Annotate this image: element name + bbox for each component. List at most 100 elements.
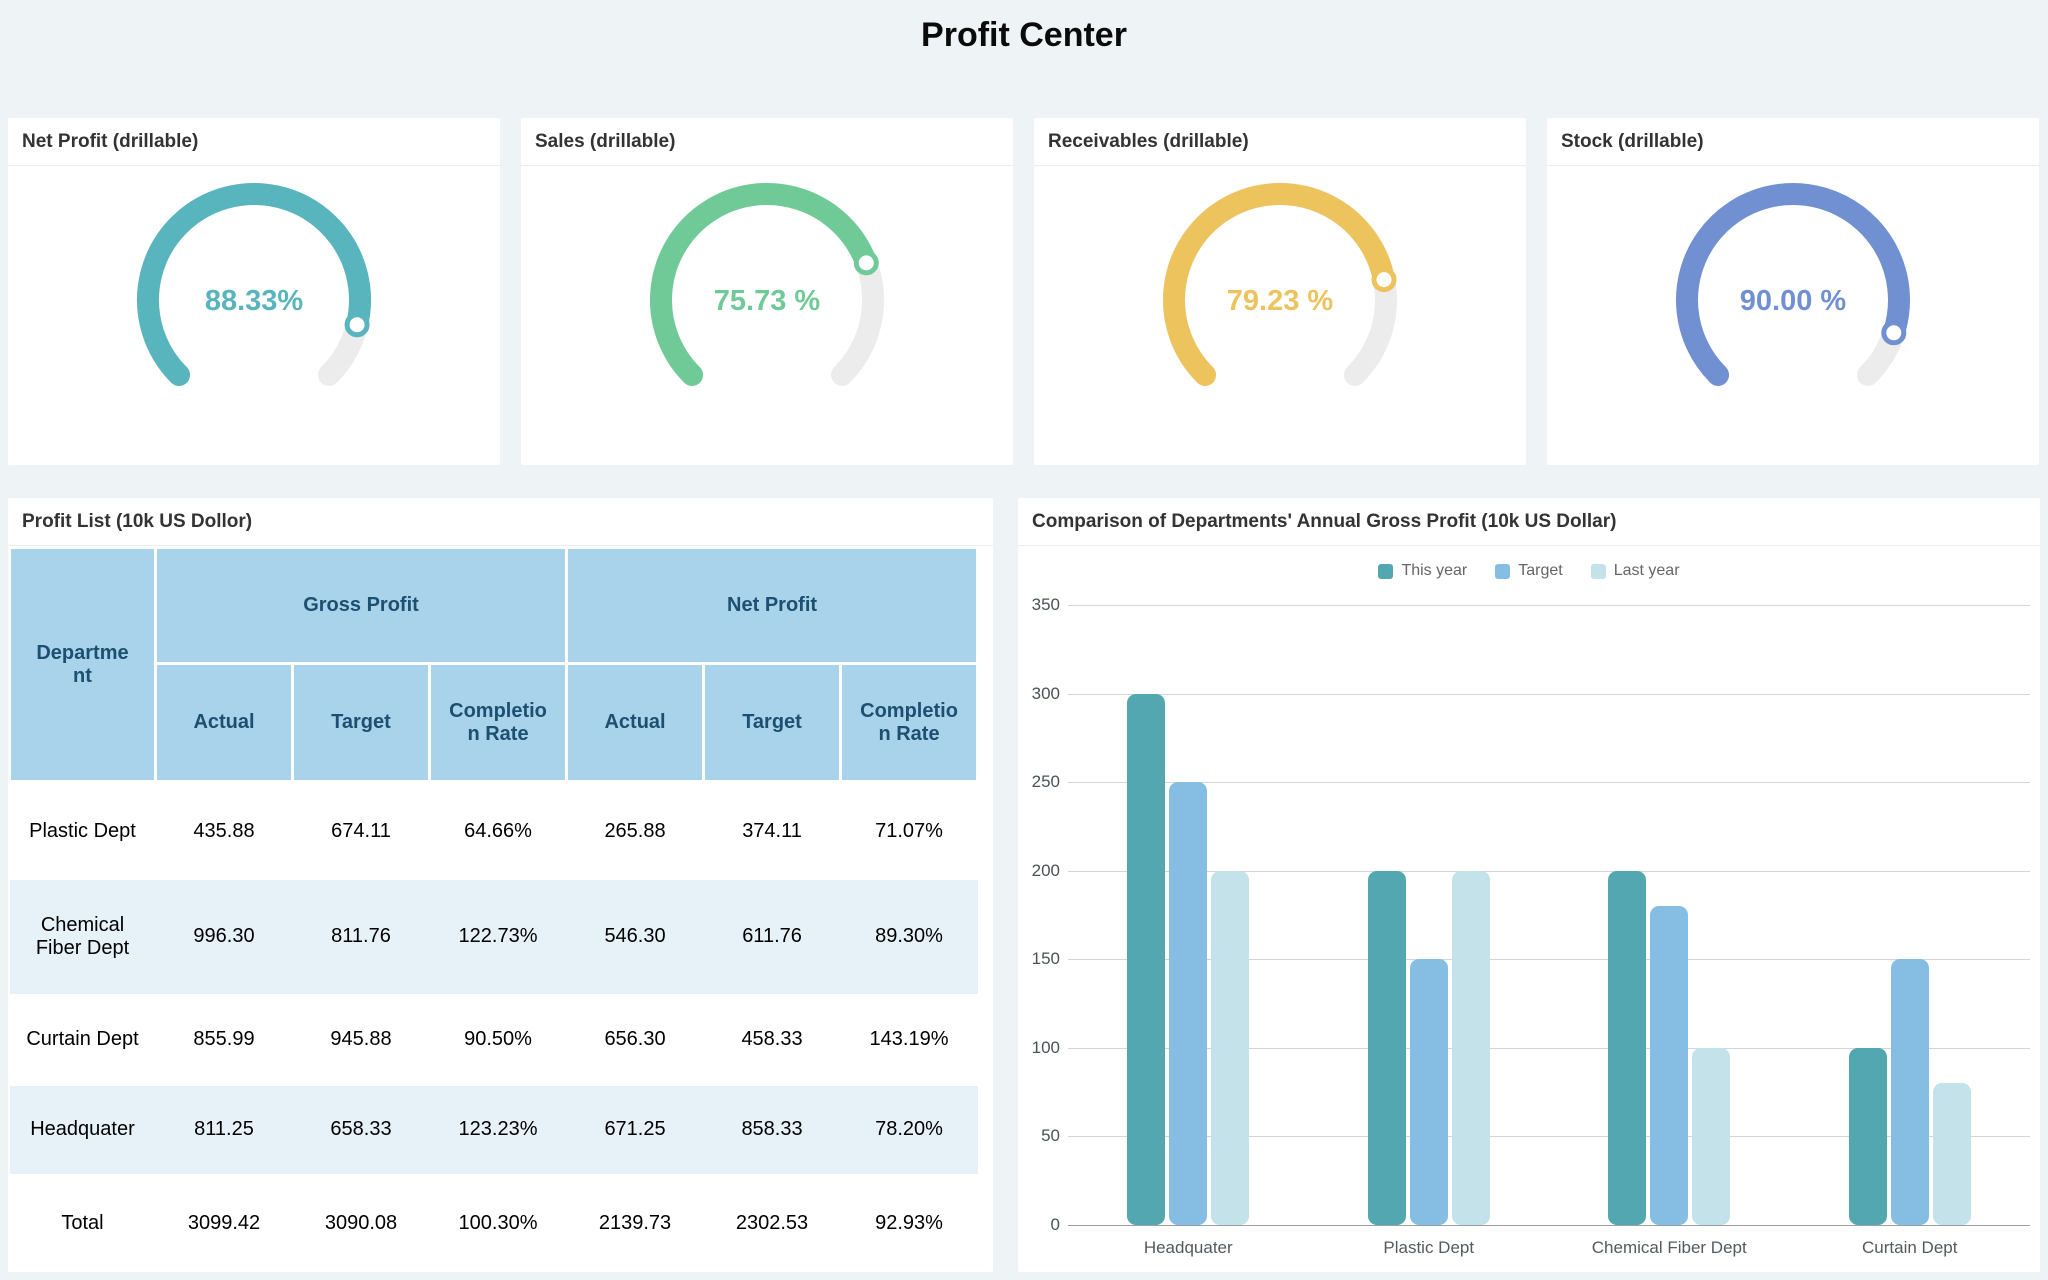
gross-completion-rate-cell: 64.66%: [464, 819, 532, 842]
bar-last-year-chemical-fiber-dept[interactable]: [1692, 1047, 1731, 1225]
y-axis-tick-label: 0: [1050, 1215, 1060, 1234]
y-axis-tick-label: 100: [1031, 1037, 1060, 1057]
kpi-card-stock: Stock (drillable) 90.00 %: [1547, 118, 2039, 465]
kpi-card-net-profit: Net Profit (drillable) 88.33%: [8, 118, 500, 465]
gridline: [1068, 959, 2030, 961]
gauge-chart: 88.33%: [137, 183, 371, 386]
net-completion-rate-cell: 143.19%: [869, 1028, 949, 1050]
gross-target-cell: 811.76: [331, 925, 391, 947]
bar-target-headquater[interactable]: [1169, 782, 1208, 1225]
gauge-value-label: 79.23 %: [1227, 285, 1334, 317]
receivables-gauge[interactable]: 79.23 %: [1140, 164, 1420, 436]
gauge-value-arc: [650, 183, 878, 386]
gauge-value-label: 88.33%: [205, 285, 304, 317]
net-profit-gauge[interactable]: 88.33%: [114, 164, 394, 436]
department-cell: Curtain Dept: [26, 1028, 139, 1050]
gross-target-cell: 3090.08: [324, 1212, 398, 1234]
x-axis-category-label: Chemical Fiber Dept: [1591, 1238, 1747, 1257]
net-target-cell: 374.11: [742, 819, 802, 842]
gross-actual-cell: 3099.42: [187, 1212, 261, 1234]
bar-target-curtain-dept[interactable]: [1890, 959, 1929, 1225]
kpi-card-sales: Sales (drillable) 75.73 %: [521, 118, 1013, 465]
legend-item-target[interactable]: Target: [1495, 562, 1563, 580]
net-completion-rate-cell: 89.30%: [875, 925, 943, 947]
gauge-chart: 75.73 %: [650, 183, 884, 386]
bar-target-chemical-fiber-dept[interactable]: [1650, 906, 1689, 1225]
x-axis-category-label: Plastic Dept: [1383, 1238, 1475, 1257]
gross-target-cell: 674.11: [331, 819, 391, 842]
chart-legend: This year Target Last year: [1018, 562, 2040, 580]
bar-last-year-plastic-dept[interactable]: [1451, 870, 1490, 1225]
table-row: Headquater 811.25 658.33 123.23% 671.25 858.3…: [9, 1085, 978, 1174]
bar-this-year-headquater[interactable]: [1127, 693, 1166, 1225]
gridline: [1068, 1047, 2030, 1049]
y-axis-tick-label: 50: [1041, 1126, 1060, 1146]
col-header-gross-actual: Actual: [154, 662, 294, 783]
net-target-cell: 611.76: [742, 925, 802, 947]
sales-gauge[interactable]: 75.73 %: [627, 164, 907, 436]
kpi-card-title: Sales (drillable): [521, 118, 1013, 166]
stock-gauge[interactable]: 90.00 %: [1653, 164, 1933, 436]
net-completion-rate-cell: 71.07%: [875, 819, 943, 842]
gauge-handle: [1371, 267, 1397, 293]
profit-list-title: Profit List (10k US Dollor): [8, 498, 993, 546]
profit-table: Department Gross Profit Net Profit Actua…: [8, 546, 980, 1272]
gauge-value-arc: [1676, 183, 1910, 386]
bar-this-year-chemical-fiber-dept[interactable]: [1608, 870, 1647, 1225]
bar-last-year-curtain-dept[interactable]: [1932, 1083, 1971, 1225]
col-group-gross-profit: Gross Profit: [153, 546, 569, 665]
net-completion-rate-cell: 78.20%: [875, 1118, 943, 1140]
profit-list-card: Profit List (10k US Dollor) Department G…: [8, 498, 993, 1272]
x-axis-category-label: Headquater: [1143, 1238, 1233, 1257]
col-header-department: Department: [8, 546, 157, 783]
legend-item-last-year[interactable]: Last year: [1590, 562, 1680, 580]
gauge-value-label: 90.00 %: [1740, 285, 1847, 317]
gauge-value-arc: [137, 183, 371, 386]
gross-completion-rate-cell: 122.73%: [458, 925, 538, 947]
gridline: [1068, 1136, 2030, 1138]
col-header-gross-completion-rate: Completion Rate: [427, 662, 569, 783]
gridline: [1068, 870, 2030, 872]
bar-last-year-headquater[interactable]: [1211, 870, 1250, 1225]
bar-chart-plot: 350 300 250 200 150 100 50 0 Headquater Plastic D…: [1018, 498, 2040, 1272]
legend-swatch: [1590, 563, 1606, 579]
y-axis-tick-label: 300: [1031, 683, 1060, 703]
gross-actual-cell: 811.25: [194, 1118, 254, 1140]
department-cell: Headquater: [30, 1118, 135, 1140]
chart-title: Comparison of Departments' Annual Gross …: [1018, 498, 2040, 546]
gross-actual-cell: 435.88: [193, 819, 255, 842]
legend-item-this-year[interactable]: This year: [1378, 562, 1467, 580]
net-actual-cell: 656.30: [604, 1028, 666, 1050]
gauge-handle: [1881, 320, 1907, 346]
table-row: Plastic Dept 435.88 674.11 64.66% 265.88 374.…: [10, 782, 978, 880]
gauge-handle: [853, 250, 879, 276]
bar-this-year-plastic-dept[interactable]: [1367, 870, 1406, 1225]
bar-this-year-curtain-dept[interactable]: [1848, 1047, 1887, 1225]
x-axis-line: [1068, 1225, 2030, 1226]
gross-actual-cell: 996.30: [193, 925, 255, 947]
department-cell: Total: [61, 1212, 104, 1234]
gauge-value-arc: [1163, 183, 1396, 386]
net-target-cell: 858.33: [741, 1118, 803, 1140]
gross-profit-chart-card: Comparison of Departments' Annual Gross …: [1018, 498, 2040, 1272]
col-header-gross-target: Target: [291, 662, 431, 783]
legend-label: Target: [1518, 562, 1563, 579]
y-axis-tick-label: 250: [1031, 772, 1060, 792]
bar-target-plastic-dept[interactable]: [1409, 959, 1448, 1225]
table-row: Curtain Dept 855.99 945.88 90.50% 656.30 458.…: [10, 994, 978, 1086]
gauge-value-label: 75.73 %: [714, 285, 821, 317]
table-row: Chemical Fiber Dept 996.30 811.76 122.73% 54…: [9, 879, 978, 994]
net-actual-cell: 671.25: [604, 1118, 666, 1140]
net-target-cell: 458.33: [741, 1028, 803, 1050]
gridline: [1068, 693, 2030, 695]
y-axis-tick-label: 350: [1031, 595, 1060, 614]
col-header-net-target: Target: [702, 662, 843, 783]
y-axis-tick-label: 200: [1031, 860, 1060, 880]
kpi-card-title: Net Profit (drillable): [8, 118, 500, 166]
legend-label: This year: [1401, 562, 1468, 579]
page-title: Profit Center: [921, 16, 1127, 54]
gross-completion-rate-cell: 90.50%: [464, 1028, 532, 1050]
col-group-net-profit: Net Profit: [565, 546, 980, 665]
col-header-net-actual: Actual: [565, 662, 706, 783]
net-actual-cell: 265.88: [604, 819, 666, 842]
